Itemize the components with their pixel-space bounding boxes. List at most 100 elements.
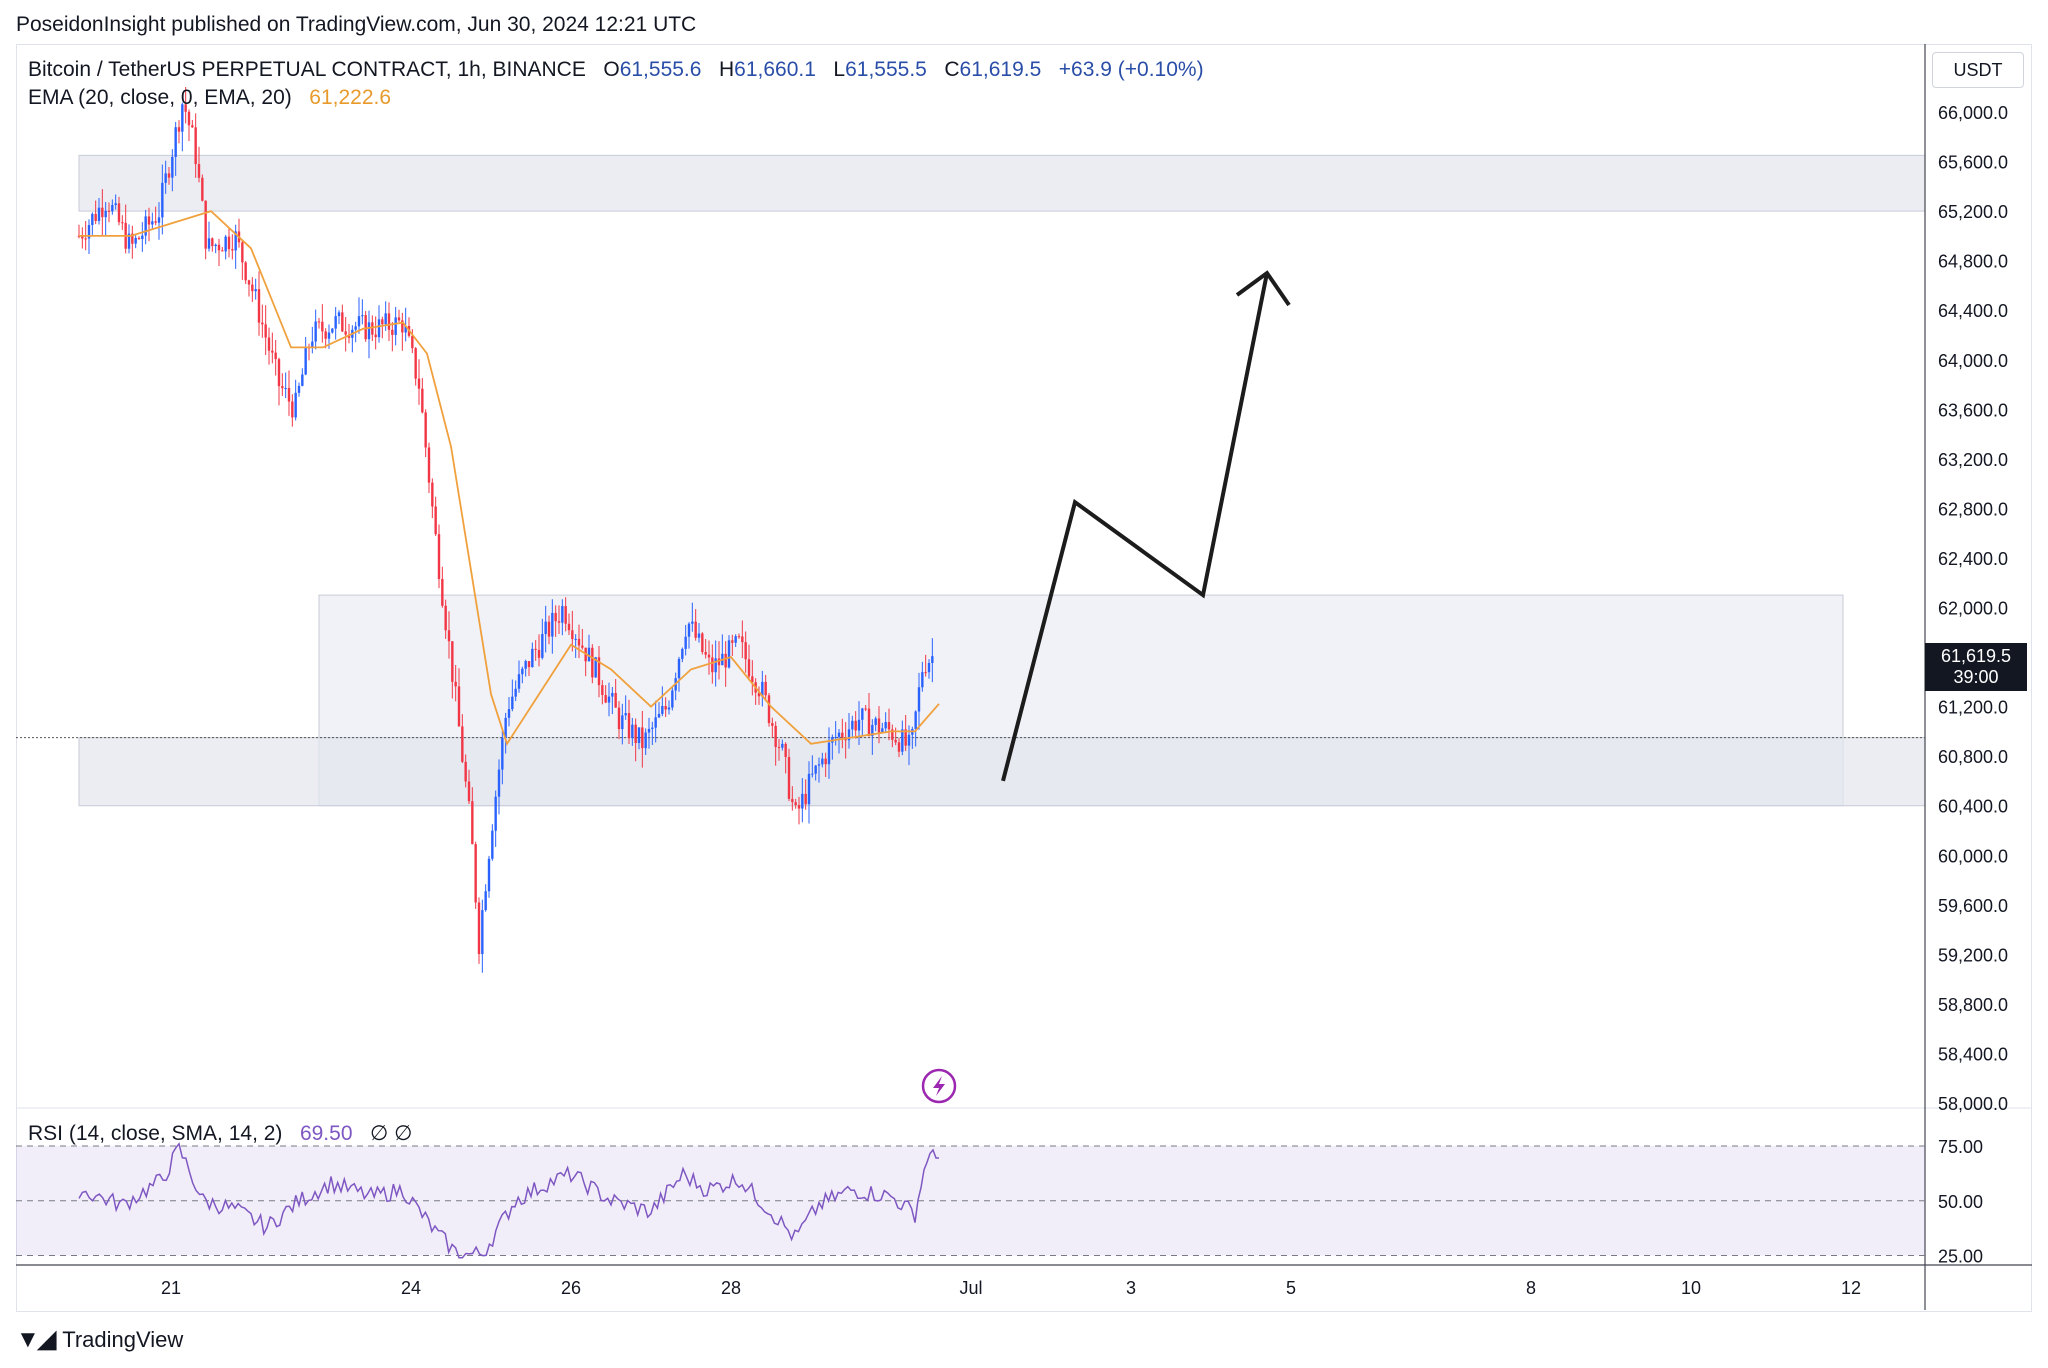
ema-line [79,210,940,746]
candle-body [554,612,557,622]
candle [557,605,561,635]
candle [747,644,751,680]
candle-body [367,322,371,340]
candle-body [571,630,574,640]
ema-legend[interactable]: EMA (20, close, 0, EMA, 20) 61,222.6 [28,84,391,112]
candle [444,599,447,639]
candle-body [697,633,701,638]
candle [574,634,577,658]
candle-body [304,347,307,375]
candle [627,699,631,745]
candle-body [207,238,211,249]
candle [211,237,214,252]
symbol-legend[interactable]: Bitcoin / TetherUS PERPETUAL CONTRACT, 1… [28,56,1204,84]
candle [334,307,337,340]
candle [681,647,684,663]
candle [737,633,741,639]
candle-body [591,647,594,678]
candle-body [94,213,97,221]
candle [634,718,637,762]
candle [874,716,877,732]
candle [551,599,554,654]
price-tick-label: 65,600.0 [1938,153,2008,173]
candle-body [277,359,281,387]
candle [714,640,717,687]
rsi-label: RSI (14, close, SMA, 14, 2) [28,1122,283,1145]
candle-body [344,331,347,335]
candle [731,634,734,656]
candle [781,739,784,751]
rsi-legend[interactable]: RSI (14, close, SMA, 14, 2) 69.50 ∅ ∅ [28,1120,412,1148]
candle [224,234,227,260]
candle-body [747,659,751,677]
candle-body [437,534,441,580]
candle-body [761,681,764,697]
candle [604,685,607,704]
candle [917,672,921,730]
time-tick-label: 10 [1681,1278,1701,1298]
candle-body [651,727,654,729]
candle-body [501,738,504,770]
footer[interactable]: ▼◢ TradingView [16,1324,183,1356]
candle [664,697,667,717]
candle-body [147,216,151,225]
candle [474,841,477,909]
candle-body [371,322,374,335]
candle-body [404,325,407,333]
candle-body [234,231,237,251]
candle [297,382,301,397]
candle [177,120,181,144]
candle-body [204,200,207,249]
candle [767,692,771,727]
candle-body [544,621,547,635]
candle [267,327,271,365]
candle-body [157,217,161,223]
candle-body [391,329,394,335]
candle-body [914,711,917,729]
candle [257,271,261,336]
candle [174,121,177,176]
candle [364,310,367,342]
candle [494,790,497,847]
candle-body [794,802,797,806]
candle [684,625,687,656]
candle-body [467,781,471,802]
candle-body [551,612,554,637]
candle-body [397,317,401,321]
candle-body [527,661,531,668]
candle [761,670,764,707]
time-tick-label: 26 [561,1278,581,1298]
candle-body [691,621,694,624]
candle-body [841,732,844,738]
candle [531,642,534,668]
candle-body [264,324,267,338]
candle [491,824,494,861]
candle-body [414,348,417,379]
price-tick-label: 64,800.0 [1938,252,2008,272]
candle-body [601,685,604,695]
candle-body [924,672,927,674]
candle-body [254,289,257,292]
time-tick-label: 21 [161,1278,181,1298]
candle-body [931,656,934,663]
candle [707,640,711,675]
candle-body [617,707,621,730]
candle-body [121,222,124,224]
candle-body [101,207,104,218]
candle [677,656,681,692]
rsi-layer [16,1142,1925,1259]
candle-body [134,237,137,244]
candle [764,674,767,702]
candle [791,786,794,811]
candle [631,717,634,746]
candle [314,309,317,350]
price-tick-label: 63,600.0 [1938,400,2008,420]
rsi-value: 69.50 [299,1122,353,1145]
candle [381,316,384,339]
price-tick-label: 58,800.0 [1938,995,2008,1015]
currency-selector[interactable]: USDT [1932,52,2024,88]
candle-body [654,717,657,728]
candle [644,728,647,755]
candle-body [881,728,884,733]
